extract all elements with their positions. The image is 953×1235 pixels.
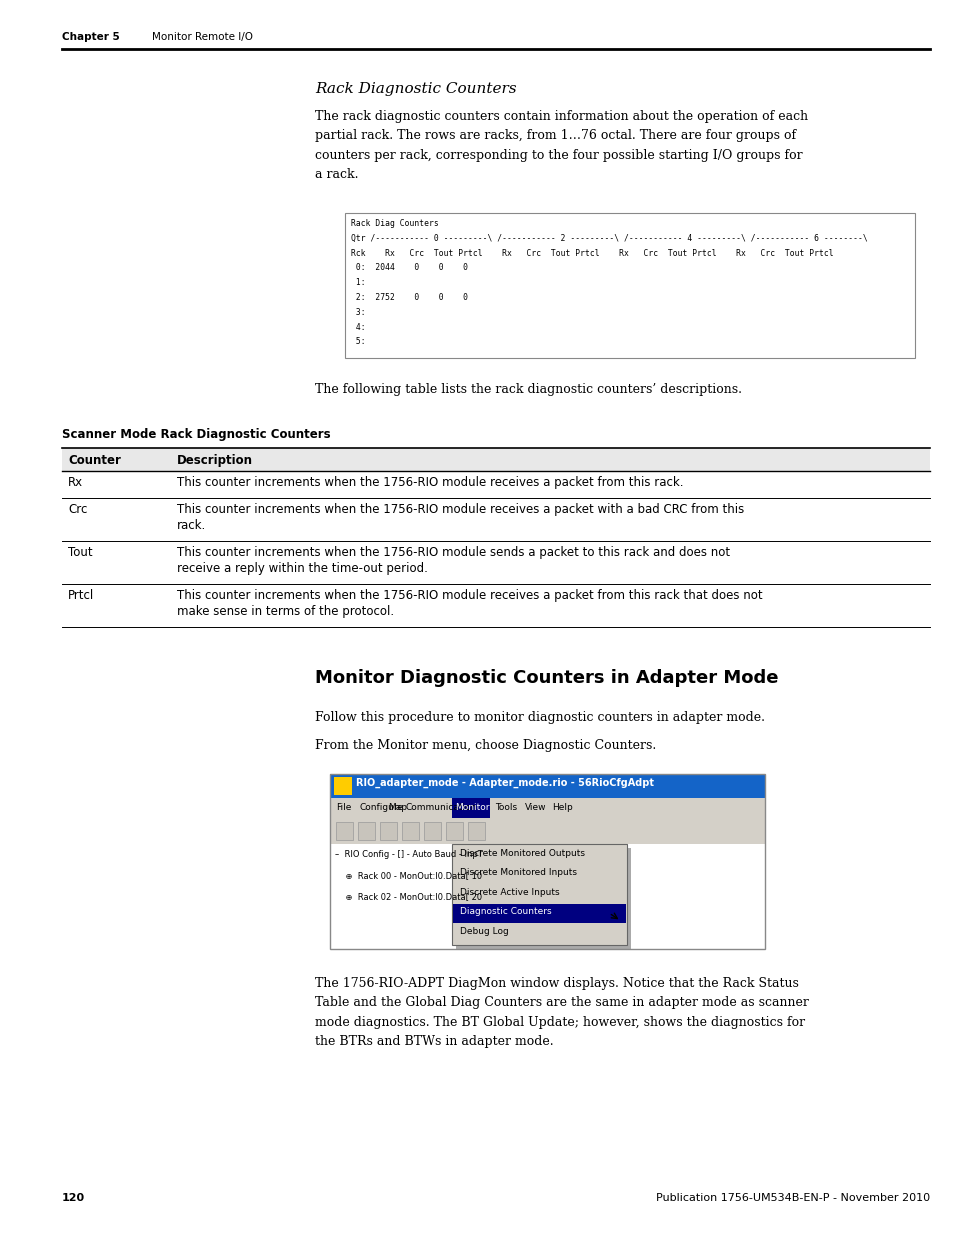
Text: mode diagnostics. The BT Global Update; however, shows the diagnostics for: mode diagnostics. The BT Global Update; … xyxy=(314,1015,804,1029)
Text: Qtr /----------- 0 ---------\ /----------- 2 ---------\ /----------- 4 ---------: Qtr /----------- 0 ---------\ /---------… xyxy=(351,233,867,243)
Text: From the Monitor menu, choose Diagnostic Counters.: From the Monitor menu, choose Diagnostic… xyxy=(314,739,656,752)
Text: Monitor Remote I/O: Monitor Remote I/O xyxy=(152,32,253,42)
Text: a rack.: a rack. xyxy=(314,168,358,182)
Text: Chapter 5: Chapter 5 xyxy=(62,32,120,42)
Text: This counter increments when the 1756-RIO module receives a packet from this rac: This counter increments when the 1756-RI… xyxy=(177,477,682,489)
Text: The 1756-RIO-ADPT DiagMon window displays. Notice that the Rack Status: The 1756-RIO-ADPT DiagMon window display… xyxy=(314,977,798,989)
Text: Follow this procedure to monitor diagnostic counters in adapter mode.: Follow this procedure to monitor diagnos… xyxy=(314,710,764,724)
Text: Diagnostic Counters: Diagnostic Counters xyxy=(459,908,551,916)
Bar xyxy=(452,798,490,818)
Bar xyxy=(334,777,352,794)
Bar xyxy=(446,821,462,840)
Text: Map: Map xyxy=(388,803,407,811)
Text: Counter: Counter xyxy=(68,454,121,467)
Text: 4:: 4: xyxy=(351,322,365,332)
Bar xyxy=(330,773,764,948)
Text: Discrete Active Inputs: Discrete Active Inputs xyxy=(459,888,559,897)
Bar xyxy=(330,844,764,948)
Text: ⊕  Rack 02 - MonOut:I0.Data[ 20: ⊕ Rack 02 - MonOut:I0.Data[ 20 xyxy=(335,892,481,900)
Bar xyxy=(330,844,515,948)
Text: Help: Help xyxy=(552,803,572,811)
Text: Debug Log: Debug Log xyxy=(459,926,508,936)
Text: ⊕  Rack 00 - MonOut:I0.Data[ 10: ⊕ Rack 00 - MonOut:I0.Data[ 10 xyxy=(335,871,481,879)
Text: rack.: rack. xyxy=(177,519,206,532)
Text: Communication: Communication xyxy=(405,803,476,811)
Bar xyxy=(401,821,418,840)
Text: 3:: 3: xyxy=(351,308,365,317)
Text: 0:  2044    0    0    0: 0: 2044 0 0 0 xyxy=(351,263,468,273)
Bar xyxy=(456,847,630,950)
Text: make sense in terms of the protocol.: make sense in terms of the protocol. xyxy=(177,605,394,619)
Bar xyxy=(379,821,396,840)
Text: This counter increments when the 1756-RIO module sends a packet to this rack and: This counter increments when the 1756-RI… xyxy=(177,546,729,558)
Text: View: View xyxy=(524,803,546,811)
Text: Table and the Global Diag Counters are the same in adapter mode as scanner: Table and the Global Diag Counters are t… xyxy=(314,997,808,1009)
Text: Configure: Configure xyxy=(359,803,403,811)
Bar xyxy=(330,798,764,818)
Text: receive a reply within the time-out period.: receive a reply within the time-out peri… xyxy=(177,562,428,576)
Text: counters per rack, corresponding to the four possible starting I/O groups for: counters per rack, corresponding to the … xyxy=(314,149,801,162)
Bar xyxy=(335,821,353,840)
Text: Monitor: Monitor xyxy=(455,803,489,811)
Text: File: File xyxy=(335,803,351,811)
Text: This counter increments when the 1756-RIO module receives a packet with a bad CR: This counter increments when the 1756-RI… xyxy=(177,503,743,516)
Bar xyxy=(452,844,626,945)
Text: Publication 1756-UM534B-EN-P - November 2010: Publication 1756-UM534B-EN-P - November … xyxy=(656,1193,929,1203)
Bar xyxy=(453,904,625,923)
Text: 1:: 1: xyxy=(351,278,365,288)
Text: partial rack. The rows are racks, from 1…76 octal. There are four groups of: partial rack. The rows are racks, from 1… xyxy=(314,130,796,142)
Text: Tools: Tools xyxy=(495,803,517,811)
Text: This counter increments when the 1756-RIO module receives a packet from this rac: This counter increments when the 1756-RI… xyxy=(177,589,761,601)
Text: Rck    Rx   Crc  Tout Prtcl    Rx   Crc  Tout Prtcl    Rx   Crc  Tout Prtcl    R: Rck Rx Crc Tout Prtcl Rx Crc Tout Prtcl … xyxy=(351,248,833,258)
Text: Tout: Tout xyxy=(68,546,92,558)
Text: Scanner Mode Rack Diagnostic Counters: Scanner Mode Rack Diagnostic Counters xyxy=(62,429,331,441)
Text: 5:: 5: xyxy=(351,337,365,346)
Text: The following table lists the rack diagnostic counters’ descriptions.: The following table lists the rack diagn… xyxy=(314,383,741,396)
Text: Crc: Crc xyxy=(68,503,88,516)
Text: Rx: Rx xyxy=(68,477,83,489)
Bar xyxy=(468,821,484,840)
Bar xyxy=(423,821,440,840)
Text: Prtcl: Prtcl xyxy=(68,589,94,601)
Bar xyxy=(330,818,764,844)
Text: The rack diagnostic counters contain information about the operation of each: The rack diagnostic counters contain inf… xyxy=(314,110,807,124)
Text: Description: Description xyxy=(177,454,253,467)
Text: Rack Diagnostic Counters: Rack Diagnostic Counters xyxy=(314,82,517,96)
Text: 2:  2752    0    0    0: 2: 2752 0 0 0 xyxy=(351,293,468,303)
Text: Discrete Monitored Outputs: Discrete Monitored Outputs xyxy=(459,848,584,857)
Bar xyxy=(345,212,914,358)
Text: Discrete Monitored Inputs: Discrete Monitored Inputs xyxy=(459,868,577,877)
Bar xyxy=(330,773,764,798)
Text: the BTRs and BTWs in adapter mode.: the BTRs and BTWs in adapter mode. xyxy=(314,1035,553,1049)
Text: –  RIO Config - [] - Auto Baud - InpT: – RIO Config - [] - Auto Baud - InpT xyxy=(335,850,482,858)
Text: Monitor Diagnostic Counters in Adapter Mode: Monitor Diagnostic Counters in Adapter M… xyxy=(314,668,778,687)
Text: Rack Diag Counters: Rack Diag Counters xyxy=(351,219,438,228)
Text: 120: 120 xyxy=(62,1193,85,1203)
Text: RIO_adapter_mode - Adapter_mode.rio - 56RioCfgAdpt: RIO_adapter_mode - Adapter_mode.rio - 56… xyxy=(355,778,654,788)
Bar xyxy=(357,821,375,840)
Bar xyxy=(62,448,929,472)
